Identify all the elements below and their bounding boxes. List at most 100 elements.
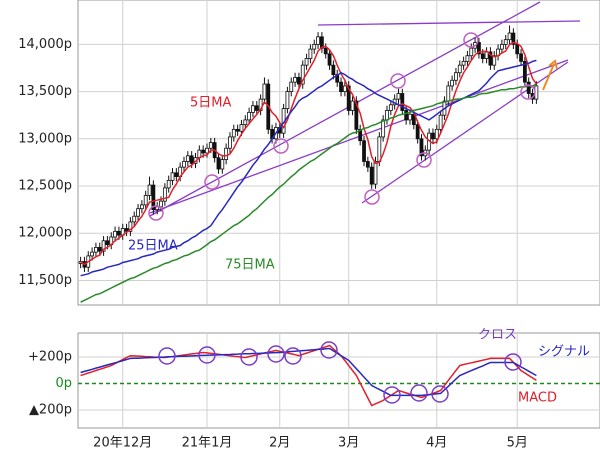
candle-body (239, 124, 244, 132)
upper-trend-line (149, 1, 541, 217)
candle-body (147, 184, 152, 196)
candle-body (377, 136, 382, 162)
candle-body (350, 100, 355, 111)
candle-body (457, 64, 462, 74)
candle-body (388, 104, 393, 111)
marker-circle (204, 174, 220, 190)
candle-body (208, 142, 213, 149)
candle-body (323, 47, 328, 55)
candle-body (297, 77, 301, 85)
candle-body (155, 206, 160, 211)
candle-body (415, 124, 420, 140)
candle-body (385, 110, 389, 121)
series-line (80, 59, 537, 277)
candle-body (220, 159, 225, 170)
candle-body (293, 77, 297, 83)
y-tick-label: 12,000p (18, 226, 72, 241)
candle-body (331, 64, 336, 75)
marker-circle (364, 189, 380, 205)
candle-body (231, 128, 236, 138)
candle-body (492, 55, 497, 66)
candle-body (354, 100, 359, 130)
candle-body (499, 43, 504, 50)
x-tick-label: 21年1月 (182, 436, 233, 451)
candle-body (289, 81, 294, 92)
cross-circle (320, 341, 338, 359)
candle-body (358, 128, 363, 142)
candle-body (304, 58, 309, 66)
candle-body (174, 172, 179, 177)
candle-body (342, 85, 347, 92)
candle-body (419, 138, 424, 157)
candle-body (228, 136, 232, 149)
candle-body (170, 172, 175, 181)
marker-circle (273, 138, 289, 154)
cross-circle (410, 384, 428, 402)
candle-body (143, 195, 148, 206)
candle-body (247, 111, 252, 121)
candle-body (507, 32, 512, 41)
candle-body (327, 53, 332, 66)
candle-body (139, 204, 144, 210)
candle-body (438, 114, 443, 130)
candle-body (400, 93, 405, 111)
y-tick-label: 13,500p (18, 84, 72, 99)
candle-body (182, 161, 186, 168)
candle-body (166, 179, 171, 189)
cross-circle (383, 386, 401, 404)
candle-body (488, 51, 493, 66)
series-line (80, 41, 538, 266)
candle-body (396, 93, 401, 100)
resistance-line (317, 20, 581, 26)
arrow (542, 63, 555, 91)
candle-body (113, 230, 117, 238)
candle-body (454, 72, 458, 81)
candle-body (254, 105, 259, 111)
marker-circle (148, 205, 164, 221)
cross-circle (267, 345, 285, 363)
candle-body (117, 230, 121, 236)
candle-body (450, 79, 455, 87)
plot-layer (78, 25, 539, 407)
series-label: 5日MA (190, 96, 231, 111)
panel-frame (77, 0, 600, 306)
marker-circle (463, 32, 479, 48)
cross-circle (240, 348, 258, 366)
annotation: クロス (478, 328, 517, 343)
y-tick-label: ▲200p (29, 402, 72, 417)
candle-body (300, 64, 305, 85)
candle-body (404, 110, 409, 121)
candle-body (128, 221, 133, 232)
candle-body (461, 60, 466, 66)
candle-body (465, 55, 470, 62)
candle-body (185, 155, 190, 162)
cross-circle (284, 347, 302, 365)
x-tick-label: 20年12月 (93, 436, 152, 451)
candle-body (312, 43, 317, 50)
candle-body (189, 155, 194, 164)
candle-body (519, 53, 523, 62)
x-tick-label: 2月 (269, 436, 290, 451)
candle-body (251, 105, 255, 113)
candle-body (316, 36, 320, 45)
candle-body (94, 246, 98, 253)
candle-body (373, 161, 378, 185)
series-label: 75日MA (225, 258, 275, 273)
candle-body (124, 228, 129, 232)
candle-body (434, 128, 439, 140)
x-tick-label: 3月 (338, 436, 359, 451)
candle-body (159, 200, 163, 208)
y-tick-label: 0p (55, 376, 72, 391)
candle-body (431, 132, 435, 140)
y-tick-label: 14,000p (18, 37, 72, 52)
candle-body (235, 128, 240, 132)
y-tick-label: 12,500p (18, 179, 72, 194)
candle-body (308, 48, 313, 59)
candle-body (101, 240, 106, 252)
candle-body (262, 83, 267, 100)
x-tick-label: 4月 (426, 436, 447, 451)
cross-circle (198, 346, 216, 364)
candle-body (132, 215, 137, 223)
candle-body (136, 208, 140, 217)
